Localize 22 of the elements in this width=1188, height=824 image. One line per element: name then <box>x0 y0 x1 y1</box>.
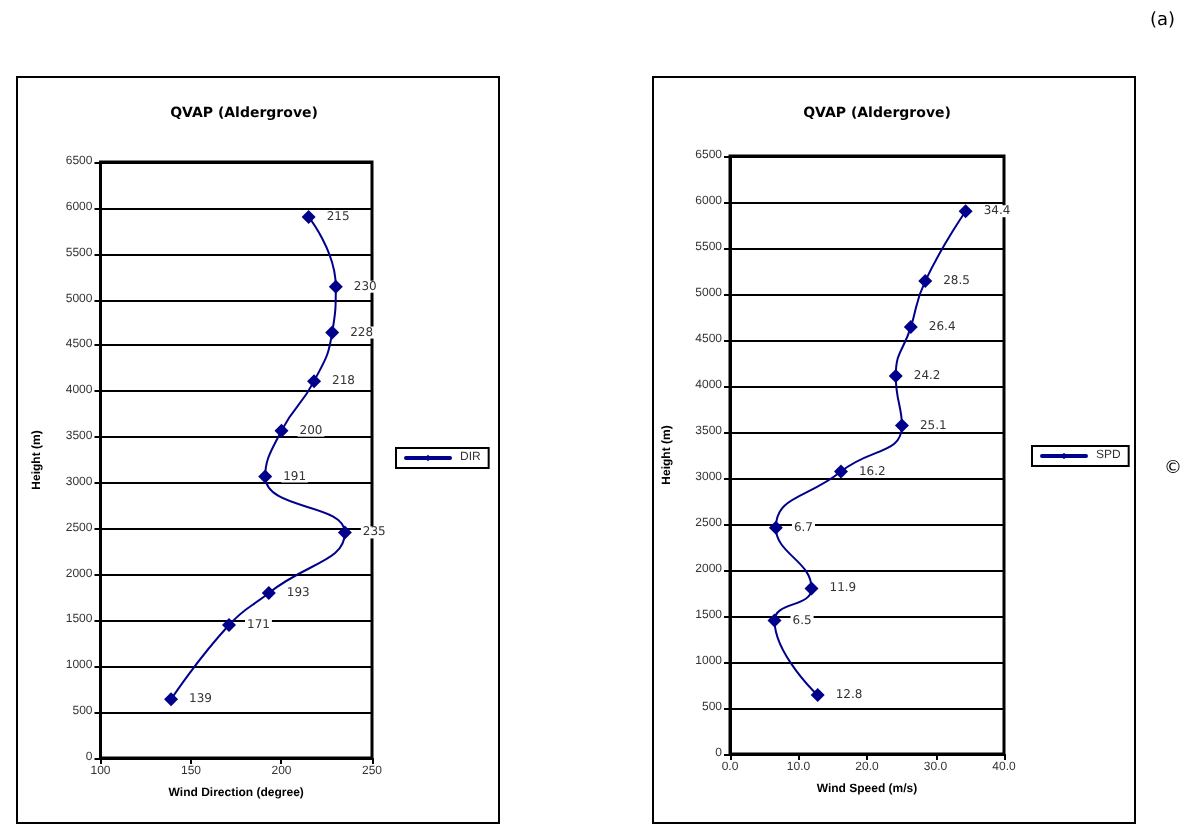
point <box>903 320 918 335</box>
point <box>325 325 340 340</box>
point <box>301 210 316 225</box>
point <box>810 688 825 703</box>
point <box>164 692 179 707</box>
point <box>804 581 819 596</box>
point <box>833 464 848 479</box>
text: © <box>1164 459 1182 479</box>
point <box>958 204 973 219</box>
point <box>894 418 909 433</box>
point <box>328 279 343 294</box>
point <box>888 368 903 383</box>
point <box>261 585 276 600</box>
point <box>767 613 782 628</box>
point <box>918 274 933 289</box>
point <box>258 469 273 484</box>
point <box>307 374 322 389</box>
point <box>274 423 289 438</box>
point <box>337 525 352 540</box>
text: (a) <box>1150 11 1176 31</box>
point <box>222 618 237 633</box>
point <box>768 520 783 535</box>
